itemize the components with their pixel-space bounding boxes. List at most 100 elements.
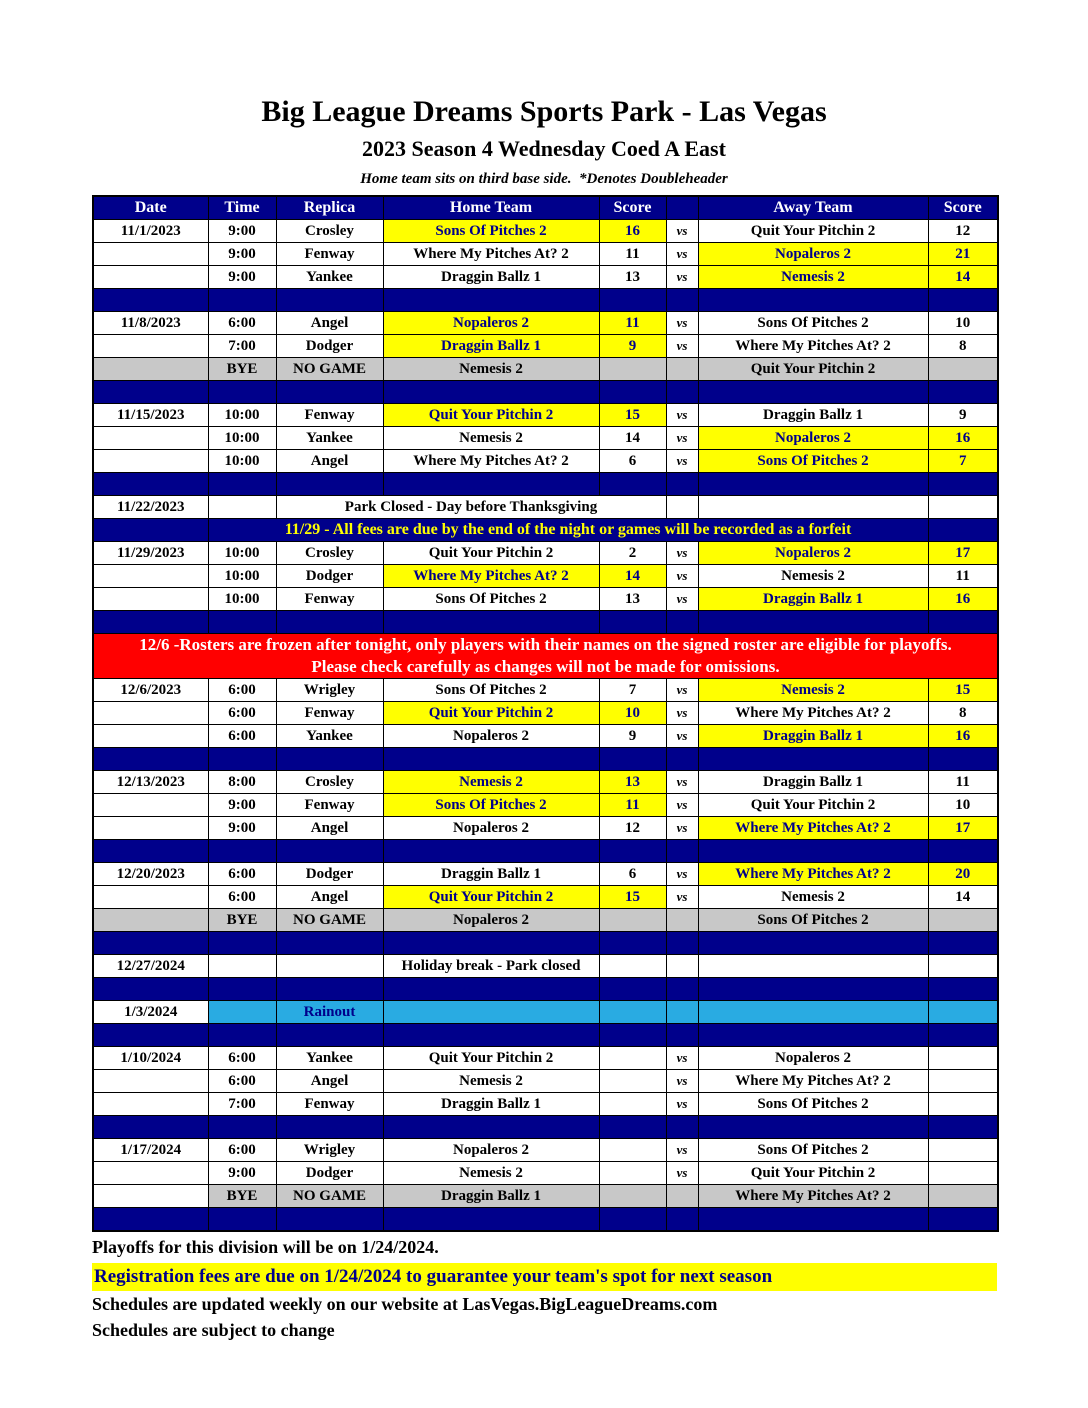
spacer-row xyxy=(92,931,999,955)
away-team-cell: Draggin Ballz 1 xyxy=(697,403,929,427)
home-score-cell: 16 xyxy=(598,219,667,243)
spacer-cell xyxy=(598,288,667,312)
replica-cell: Angel xyxy=(275,885,384,909)
game-row: 12/13/2023 8:00 Crosley Nemesis 2 13 vs Draggi… xyxy=(92,770,999,794)
home-team-cell: Quit Your Pitchin 2 xyxy=(382,541,600,565)
spacer-row xyxy=(92,380,999,404)
game-row: 7:00 Fenway Draggin Ballz 1 vs Sons Of Pitch… xyxy=(92,1092,999,1116)
home-team-cell: Sons Of Pitches 2 xyxy=(382,793,600,817)
game-row: 9:00 Fenway Where My Pitches At? 2 11 vs Nopa… xyxy=(92,242,999,266)
vs-cell-empty xyxy=(665,954,699,978)
replica-cell: Fenway xyxy=(275,793,384,817)
away-team-cell: Sons Of Pitches 2 xyxy=(697,311,929,335)
date-cell xyxy=(92,793,209,817)
home-score-cell: 11 xyxy=(598,311,667,335)
replica-cell: Dodger xyxy=(275,862,384,886)
schedule-table: Date Time Replica Home Team Score Away Team Sc… xyxy=(92,195,999,1232)
game-row: 9:00 Angel Nopaleros 2 12 vs Where My Pitches… xyxy=(92,816,999,840)
game-row: 7:00 Dodger Draggin Ballz 1 9 vs Where My Pit… xyxy=(92,334,999,358)
spacer-cell xyxy=(382,1207,600,1232)
spacer-cell xyxy=(665,288,699,312)
spacer-cell xyxy=(382,472,600,496)
spacer-cell xyxy=(92,931,209,955)
time-cell: 10:00 xyxy=(207,564,277,588)
spacer-row xyxy=(92,839,999,863)
vs-label: vs xyxy=(665,449,699,473)
away-score-cell: 21 xyxy=(927,242,999,266)
spacer-cell xyxy=(665,747,699,771)
replica-cell: Fenway xyxy=(275,701,384,725)
date-cell: 11/22/2023 xyxy=(92,495,209,519)
replica-cell: Yankee xyxy=(275,426,384,450)
spacer-cell xyxy=(697,747,929,771)
spacer-cell xyxy=(598,472,667,496)
home-team-cell: Draggin Ballz 1 xyxy=(382,1184,600,1208)
away-team-cell: Sons Of Pitches 2 xyxy=(697,1138,929,1162)
replica-cell: Dodger xyxy=(275,564,384,588)
date-cell: 11/29/2023 xyxy=(92,541,209,565)
replica-cell: Fenway xyxy=(275,1092,384,1116)
home-team-cell: Quit Your Pitchin 2 xyxy=(382,701,600,725)
home-team-cell: Nopaleros 2 xyxy=(382,311,600,335)
home-team-cell: Nemesis 2 xyxy=(382,426,600,450)
date-cell xyxy=(92,242,209,266)
spacer-cell xyxy=(207,1023,277,1047)
spacer-cell xyxy=(382,839,600,863)
away-team-cell: Nopaleros 2 xyxy=(697,541,929,565)
home-score-cell xyxy=(598,357,667,381)
away-score-cell: 12 xyxy=(927,219,999,243)
spacer-cell xyxy=(207,1115,277,1139)
spacer-cell xyxy=(92,747,209,771)
vs-label: vs xyxy=(665,541,699,565)
date-cell: 1/10/2024 xyxy=(92,1046,209,1070)
spacer-cell xyxy=(665,1207,699,1232)
replica-cell: Wrigley xyxy=(275,1138,384,1162)
date-cell xyxy=(92,885,209,909)
game-row: 9:00 Fenway Sons Of Pitches 2 11 vs Quit Your… xyxy=(92,793,999,817)
spacer-cell xyxy=(382,931,600,955)
home-score-cell: 12 xyxy=(598,816,667,840)
home-score-cell: 6 xyxy=(598,862,667,886)
vs-label: vs xyxy=(665,885,699,909)
spacer-cell xyxy=(927,380,999,404)
game-row: 9:00 Dodger Nemesis 2 vs Quit Your Pitchin 2 xyxy=(92,1161,999,1185)
rainout-label-cell: Rainout xyxy=(275,1000,384,1024)
home-score-cell xyxy=(598,1092,667,1116)
game-row: 6:00 Angel Quit Your Pitchin 2 15 vs Nemesis … xyxy=(92,885,999,909)
away-score-cell xyxy=(927,1161,999,1185)
column-header-away-team: Away Team xyxy=(697,195,929,220)
spacer-row xyxy=(92,1207,999,1232)
home-score-cell: 10 xyxy=(598,701,667,725)
replica-cell: Crosley xyxy=(275,770,384,794)
away-team-cell: Nemesis 2 xyxy=(697,678,929,702)
date-cell xyxy=(92,518,209,542)
spacer-cell xyxy=(598,1115,667,1139)
home-score-cell xyxy=(598,1184,667,1208)
home-score-cell: 11 xyxy=(598,793,667,817)
spacer-cell xyxy=(697,931,929,955)
date-cell xyxy=(92,724,209,748)
away-score-cell: 14 xyxy=(927,885,999,909)
spacer-row xyxy=(92,288,999,312)
spacer-cell xyxy=(665,380,699,404)
bye-row: BYE NO GAME Nemesis 2 Quit Your Pitchin 2 xyxy=(92,357,999,381)
game-row: 9:00 Yankee Draggin Ballz 1 13 vs Nemesis 2 14 xyxy=(92,265,999,289)
home-team-cell: Draggin Ballz 1 xyxy=(382,862,600,886)
vs-label: vs xyxy=(665,1046,699,1070)
spacer-cell xyxy=(275,610,384,634)
home-score-cell: 13 xyxy=(598,770,667,794)
date-cell: 11/15/2023 xyxy=(92,403,209,427)
spacer-cell xyxy=(697,839,929,863)
spacer-cell xyxy=(207,931,277,955)
away-score-cell: 17 xyxy=(927,816,999,840)
game-row: 10:00 Yankee Nemesis 2 14 vs Nopaleros 2 16 xyxy=(92,426,999,450)
home-team-cell: Draggin Ballz 1 xyxy=(382,265,600,289)
spacer-cell xyxy=(207,472,277,496)
time-cell: 10:00 xyxy=(207,426,277,450)
home-team-cell: Nemesis 2 xyxy=(382,1069,600,1093)
vs-cell-empty xyxy=(665,357,699,381)
spacer-cell xyxy=(927,288,999,312)
spacer-cell xyxy=(275,839,384,863)
date-cell xyxy=(92,334,209,358)
time-cell: 6:00 xyxy=(207,862,277,886)
